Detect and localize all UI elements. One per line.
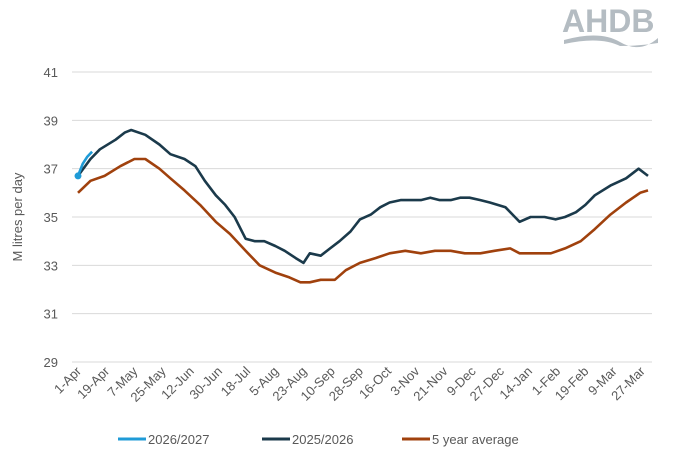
x-tick-label: 18-Jul [218, 363, 254, 399]
y-tick-label: 29 [44, 355, 58, 370]
series-line-2025-2026 [76, 128, 649, 265]
y-tick-label: 31 [44, 307, 58, 322]
x-tick-label: 16-Oct [356, 363, 394, 401]
series-start-marker [74, 172, 82, 180]
ahdb-logo: AHDB [562, 3, 658, 48]
y-tick-label: 37 [44, 162, 58, 177]
y-axis-label: M litres per day [10, 172, 25, 261]
series-line-5-year-average [77, 157, 649, 284]
legend-label: 2026/2027 [148, 432, 209, 447]
y-tick-label: 39 [44, 113, 58, 128]
y-tick-label: 35 [44, 210, 58, 225]
legend-label: 5 year average [432, 432, 519, 447]
x-tick-label: 19-Apr [74, 363, 113, 402]
x-tick-label: 14-Jan [496, 364, 535, 403]
logo-text: AHDB [562, 3, 654, 39]
legend-label: 2025/2026 [292, 432, 353, 447]
y-tick-label: 33 [44, 258, 58, 273]
x-tick-label: 30-Jun [186, 364, 225, 403]
y-tick-label: 41 [44, 65, 58, 80]
series-line-2026-2027 [76, 150, 94, 177]
